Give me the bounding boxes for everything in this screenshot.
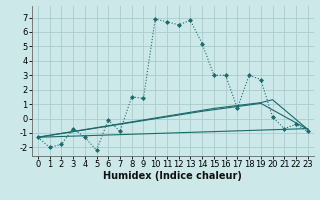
X-axis label: Humidex (Indice chaleur): Humidex (Indice chaleur) [103,171,242,181]
